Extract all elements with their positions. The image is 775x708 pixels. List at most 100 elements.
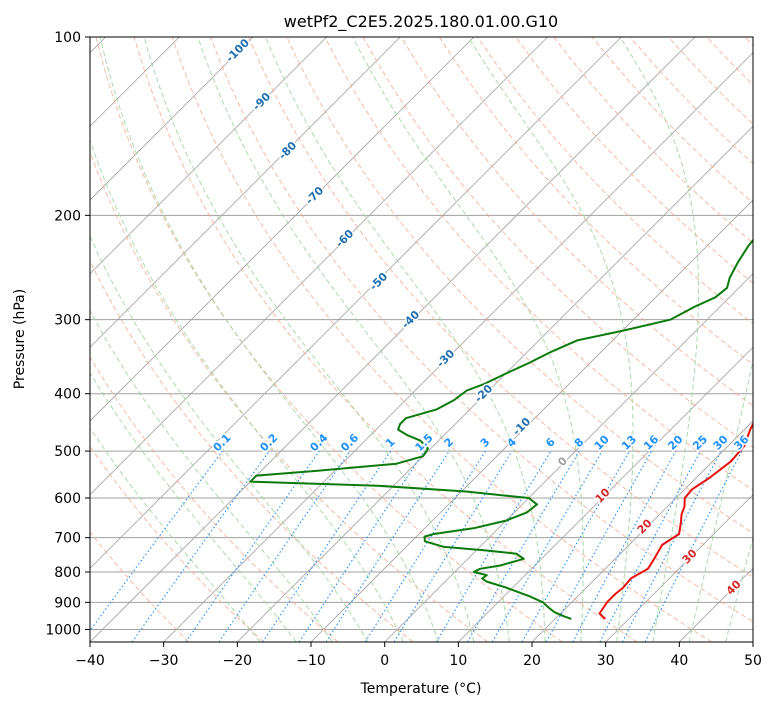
moist-adiabat xyxy=(352,37,584,642)
mixing-ratio-label: 25 xyxy=(690,433,710,453)
moist-adiabat xyxy=(688,358,753,642)
sounding-curves xyxy=(249,238,753,620)
dry-adiabat-label: 10 xyxy=(593,485,613,505)
dry-adiabat-label: 20 xyxy=(635,516,655,536)
isotherm-label: -70 xyxy=(303,184,326,207)
x-tick-label: −30 xyxy=(149,653,179,669)
isotherm-line xyxy=(90,37,475,422)
mixing-ratio-label: 16 xyxy=(641,432,661,452)
x-axis: −40 −30 −20 −10 0 10 20 30 40 50 xyxy=(75,642,762,669)
y-tick-label: 1000 xyxy=(45,622,81,638)
dry-adiabat-label: 30 xyxy=(680,546,700,566)
mixing-ratio-line xyxy=(131,450,270,642)
mixing-ratio-line xyxy=(521,450,630,642)
dry-adiabat xyxy=(362,37,753,449)
x-axis-label: Temperature (°C) xyxy=(360,681,482,697)
y-tick-label: 200 xyxy=(54,208,81,224)
isotherm-line xyxy=(605,494,753,642)
moist-adiabat xyxy=(90,309,333,642)
moist-adiabat xyxy=(265,37,546,642)
x-tick-label: 10 xyxy=(449,653,467,669)
x-tick-label: −20 xyxy=(223,653,253,669)
x-tick-label: 40 xyxy=(670,653,688,669)
dry-adiabat xyxy=(90,445,264,642)
dry-adiabat xyxy=(515,37,753,284)
x-tick-label: 50 xyxy=(744,653,762,669)
isotherm-line xyxy=(90,37,622,569)
mixing-ratio-label: 30 xyxy=(711,432,731,452)
y-tick-label: 300 xyxy=(54,313,81,329)
mixing-ratio-label: 2 xyxy=(442,435,457,450)
mixing-ratio-label: 10 xyxy=(592,432,612,452)
isotherm-label: -40 xyxy=(399,308,422,331)
mixing-ratio-line xyxy=(644,450,743,642)
isotherm-line xyxy=(163,52,753,642)
dry-adiabat xyxy=(248,37,753,578)
isotherm-line xyxy=(458,346,753,642)
dry-adiabat xyxy=(90,150,488,642)
isotherm-line xyxy=(90,37,548,496)
chart-title: wetPf2_C2E5.2025.180.01.00.G10 xyxy=(284,12,558,32)
mixing-ratio-label: 8 xyxy=(572,435,587,450)
x-tick-label: 20 xyxy=(523,653,541,669)
isotherm-label: -50 xyxy=(367,270,390,293)
dry-adiabat xyxy=(90,259,414,642)
y-tick-label: 900 xyxy=(54,595,81,611)
temperature-line xyxy=(598,421,753,620)
mixing-ratio-line xyxy=(545,450,653,642)
dry-adiabat xyxy=(591,37,753,204)
plot-frame xyxy=(89,36,754,643)
isotherm-line xyxy=(90,37,254,201)
dry-adiabat xyxy=(706,37,753,86)
mixing-ratio-label: 6 xyxy=(543,435,558,450)
moist-adiabat xyxy=(90,138,404,642)
mixing-ratio-line xyxy=(218,450,351,642)
mixing-ratio-line xyxy=(599,450,701,642)
moist-adiabat xyxy=(99,37,439,642)
y-tick-label: 600 xyxy=(54,491,81,507)
isotherm-line xyxy=(531,420,753,642)
mixing-ratio-label: 20 xyxy=(665,432,685,452)
y-tick-label: 400 xyxy=(54,387,81,403)
isotherm-line xyxy=(752,641,753,642)
background-lines xyxy=(90,37,753,642)
mixing-ratio-line xyxy=(298,450,425,642)
dry-adiabat xyxy=(324,37,753,491)
isotherm-line xyxy=(90,37,696,642)
y-axis-label: Pressure (hPa) xyxy=(12,289,28,389)
dry-adiabat xyxy=(744,37,753,47)
y-tick-label: 100 xyxy=(54,30,81,46)
moist-adiabat xyxy=(90,371,297,642)
isotherm-label: -30 xyxy=(434,347,457,370)
isotherm-label: -100 xyxy=(223,36,252,65)
isotherm-label: -80 xyxy=(276,139,299,162)
dewpoint-line xyxy=(249,238,753,620)
moist-adiabat xyxy=(725,536,753,642)
dry-adiabat xyxy=(668,37,753,125)
dry-adiabat xyxy=(171,37,712,642)
x-tick-label: −40 xyxy=(75,653,105,669)
isotherm-label: -60 xyxy=(333,227,356,250)
y-tick-label: 500 xyxy=(54,444,81,460)
isotherm-line xyxy=(237,125,753,642)
y-axis: 100 200 300 400 500 600 700 800 900 1000 xyxy=(45,30,90,638)
isotherm-line xyxy=(90,37,401,348)
isotherm-label: -10 xyxy=(510,415,533,438)
isotherm-line xyxy=(90,37,327,275)
mixing-ratio-line xyxy=(435,450,552,642)
y-tick-label: 700 xyxy=(54,531,81,547)
mixing-ratio-line xyxy=(325,450,450,642)
mixing-ratio-line xyxy=(262,450,392,642)
isotherm-line xyxy=(384,273,753,642)
y-tick-label: 800 xyxy=(54,565,81,581)
dry-adiabat xyxy=(438,37,753,366)
moist-adiabat xyxy=(619,37,699,642)
mixing-ratio-line xyxy=(90,450,223,632)
moist-adiabat xyxy=(197,37,510,642)
moist-adiabat xyxy=(90,427,261,642)
mixing-ratio-label: 1 xyxy=(383,435,398,450)
dry-adiabat xyxy=(553,37,753,244)
x-tick-label: 30 xyxy=(597,653,615,669)
dry-adiabat xyxy=(95,37,563,642)
